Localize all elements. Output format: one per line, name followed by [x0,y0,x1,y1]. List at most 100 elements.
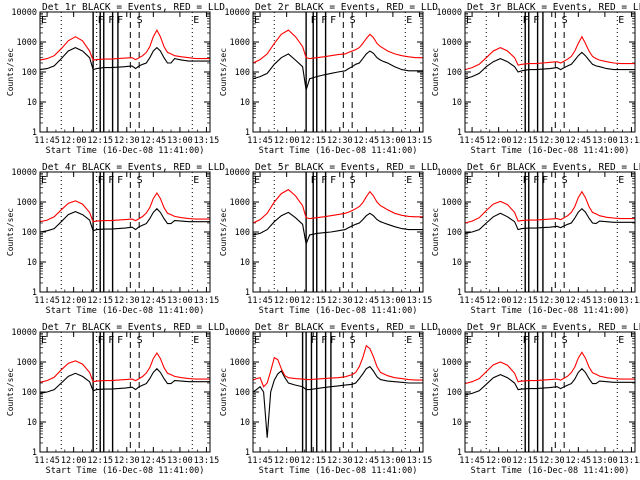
x-tick-label: 12:00 [486,136,512,146]
series-line-lld [39,351,210,383]
y-tick-label: 1 [245,288,250,298]
y-tick-label: 10000 [11,8,37,18]
x-tick-label: 13:00 [167,296,193,306]
x-tick-label: 12:00 [61,456,87,466]
panel-title: Det 3r BLACK = Events, RED = LLD [467,2,640,13]
plot-frame [464,331,636,453]
x-axis-label: Start Time (16-Dec-08 11:41:00) [259,146,418,156]
marker-annotation: F [98,335,104,346]
x-tick-label: 13:00 [592,456,618,466]
plot-frame [464,11,636,133]
y-axis-label: Counts/sec [6,208,15,256]
series-line-lld [464,351,635,385]
x-tick-label: 13:15 [407,296,433,306]
y-tick-label: 1000 [442,38,462,48]
x-tick-label: 13:15 [619,296,640,306]
marker-annotation: E [618,15,624,26]
marker-annotation: E [193,335,199,346]
marker-annotation: E [466,15,472,26]
marker-annotation: F [523,15,529,26]
marker-annotation: E [254,15,260,26]
y-tick-label: 1 [32,288,37,298]
x-tick-label: 11:45 [34,296,60,306]
x-axis-label: Start Time (16-Dec-08 11:41:00) [471,306,630,316]
y-tick-label: 10 [452,98,462,108]
y-tick-label: 1 [457,128,462,138]
marker-annotation: F [108,15,114,26]
marker-annotation: F [523,335,529,346]
x-tick-label: 12:45 [354,456,380,466]
series-line-events [39,207,210,233]
y-tick-label: 100 [447,228,462,238]
marker-annotation: E [618,175,624,186]
marker-annotation: E [193,175,199,186]
panel-title: Det 1r BLACK = Events, RED = LLD [42,2,225,13]
series-line-lld [252,188,423,224]
series-line-lld [39,191,210,223]
x-tick-label: 13:15 [619,136,640,146]
marker-annotation: S [137,335,143,346]
panel-title: Det 4r BLACK = Events, RED = LLD [42,162,225,173]
series-line-events [464,207,635,234]
y-tick-label: 10 [452,258,462,268]
plot-frame [464,171,636,293]
y-tick-label: 1 [245,128,250,138]
series-line-lld [464,190,635,224]
y-tick-label: 100 [235,228,250,238]
y-tick-label: 10000 [224,8,250,18]
y-tick-label: 10 [27,418,37,428]
y-tick-label: 1000 [230,198,250,208]
series-line-events [39,367,210,394]
marker-annotation: F [533,15,539,26]
marker-annotation: F [542,175,548,186]
marker-annotation: S [350,335,356,346]
panel-title: Det 8r BLACK = Events, RED = LLD [255,322,438,333]
x-tick-label: 13:00 [167,456,193,466]
x-axis-label: Start Time (16-Dec-08 11:41:00) [46,466,205,476]
detector-panel-4: Det 4r BLACK = Events, RED = LLD 1 10 100 10… [6,162,225,316]
marker-annotation: F [311,175,317,186]
marker-annotation: E [193,15,199,26]
marker-annotation: S [350,15,356,26]
plot-frame [252,171,424,293]
x-tick-label: 12:30 [539,136,565,146]
y-tick-label: 10000 [224,328,250,338]
x-tick-label: 13:15 [194,136,220,146]
x-tick-label: 12:15 [512,296,538,306]
x-tick-label: 13:00 [592,296,618,306]
y-tick-label: 1000 [230,38,250,48]
marker-annotation: F [98,15,104,26]
detector-panel-7: Det 7r BLACK = Events, RED = LLD 1 10 100 10… [6,322,225,476]
x-tick-label: 12:30 [539,456,565,466]
x-tick-label: 12:30 [327,456,353,466]
x-tick-label: 12:15 [300,456,326,466]
x-axis-label: Start Time (16-Dec-08 11:41:00) [46,146,205,156]
x-tick-label: 12:00 [486,456,512,466]
series-line-events [252,211,423,246]
series-line-events [464,51,635,80]
x-tick-label: 12:45 [566,136,592,146]
marker-annotation: S [562,335,568,346]
y-tick-label: 1000 [230,358,250,368]
detector-panel-8: Det 8r BLACK = Events, RED = LLD 1 10 100 10… [219,322,438,476]
x-tick-label: 12:30 [114,456,140,466]
marker-annotation: E [41,15,47,26]
y-tick-label: 100 [235,68,250,78]
marker-annotation: S [350,175,356,186]
marker-annotation: F [321,335,327,346]
marker-annotation: E [618,335,624,346]
x-tick-label: 11:45 [247,456,273,466]
x-tick-label: 12:00 [274,296,300,306]
x-tick-label: 12:45 [141,136,167,146]
panel-title: Det 5r BLACK = Events, RED = LLD [255,162,438,173]
y-tick-label: 1000 [442,198,462,208]
panel-title: Det 7r BLACK = Events, RED = LLD [42,322,225,333]
series-line-lld [39,28,210,61]
y-axis-label: Counts/sec [6,368,15,416]
marker-annotation: F [330,175,336,186]
marker-annotation: F [311,15,317,26]
x-tick-label: 12:45 [141,296,167,306]
detector-panel-2: Det 2r BLACK = Events, RED = LLD 1 10 100 10… [219,2,438,156]
x-tick-label: 12:00 [61,296,87,306]
x-tick-label: 13:00 [167,136,193,146]
